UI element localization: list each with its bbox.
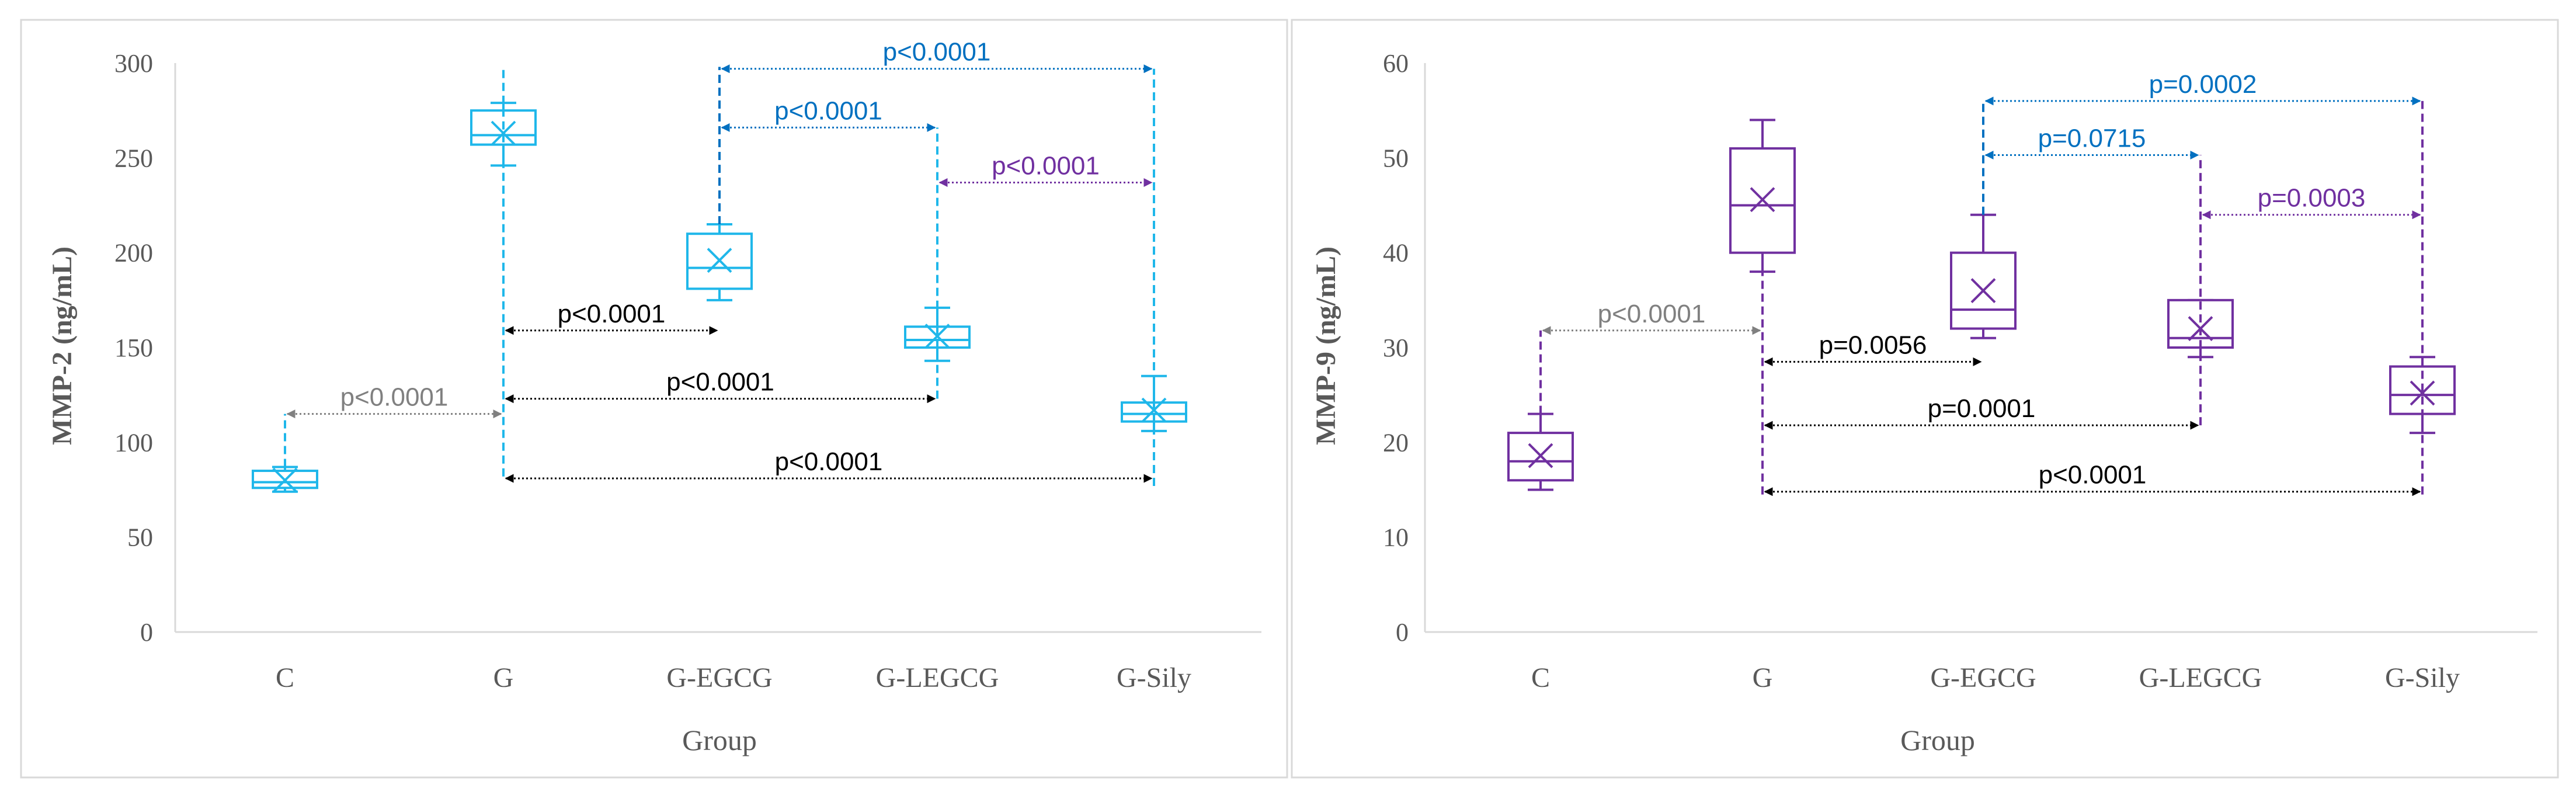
comparison-bracket: p<0.0001 [284, 383, 502, 467]
mmp9-chart-panel: MMP-9 (ng/mL) Group 0 10 20 30 40 50 60 C G G-EG… [1291, 19, 2559, 779]
p-value-label: p<0.0001 [775, 447, 883, 476]
comparison-bracket: p=0.0001 [1764, 394, 2199, 430]
p-value-label: p<0.0001 [666, 368, 774, 397]
category-label: G-EGCG [666, 662, 772, 693]
category-label: G [493, 662, 514, 693]
mean-marker [1141, 397, 1167, 423]
comparison-bracket: p<0.0001 [1764, 461, 2421, 496]
category-label: G-Sily [1117, 662, 1191, 693]
comparison-bracket: p<0.0001 [1539, 300, 1761, 414]
y-axis-title: MMP-9 (ng/mL) [1310, 246, 1341, 445]
y-tick-label: 40 [1383, 239, 1409, 268]
y-tick-labels: 0 10 20 30 40 50 60 [1383, 49, 1409, 647]
mean-marker [924, 324, 950, 349]
p-value-label: p<0.0001 [2039, 461, 2147, 489]
p-value-label: p<0.0001 [1598, 300, 1706, 328]
y-tick-label: 0 [1396, 618, 1409, 647]
mean-marker [1528, 443, 1553, 468]
y-tick-label: 30 [1383, 334, 1409, 362]
p-value-label: p=0.0001 [1928, 394, 2036, 423]
category-label: C [276, 662, 294, 693]
box-c [252, 466, 318, 493]
p-value-label: p<0.0001 [883, 38, 991, 67]
chart-border [1291, 19, 2559, 779]
mean-marker [272, 467, 298, 493]
comparison-bracket: p<0.0001 [502, 67, 718, 477]
category-label: G-LEGCG [876, 662, 999, 693]
p-value-label: p=0.0715 [2038, 124, 2146, 152]
comparison-bracket: p<0.0001 [505, 368, 936, 404]
comparison-bracket: p=0.0003 [2199, 155, 2421, 426]
category-labels: C G G-EGCG G-LEGCG G-Sily [276, 662, 1191, 693]
p-value-label: p=0.0002 [2149, 70, 2257, 99]
y-tick-label: 250 [114, 144, 153, 172]
y-tick-label: 0 [140, 618, 153, 647]
x-axis-title: Group [1900, 724, 1975, 756]
y-tick-label: 200 [114, 239, 153, 268]
comparison-bracket: p<0.0001 [505, 447, 1153, 483]
y-tick-label: 50 [127, 523, 153, 552]
category-label: G-LEGCG [2139, 662, 2262, 693]
category-label: C [1531, 662, 1550, 693]
gridlines [174, 63, 1261, 633]
p-value-label: p<0.0001 [558, 300, 666, 328]
p-value-label: p=0.0056 [1819, 331, 1927, 359]
box-c [1507, 412, 1574, 491]
mean-marker [1970, 278, 1996, 304]
y-tick-label: 300 [114, 49, 153, 78]
mean-marker [1750, 187, 1775, 213]
box-g-egcg [686, 223, 753, 301]
y-tick-label: 10 [1383, 523, 1409, 552]
y-tick-labels: 0 50 100 150 200 250 300 [114, 49, 153, 647]
x-axis-title: Group [682, 724, 757, 756]
comparison-bracket: p=0.0715 [1982, 100, 2199, 215]
comparison-bracket: p<0.0001 [721, 38, 1153, 74]
comparison-bracket: p<0.0001 [718, 67, 936, 224]
mean-marker [707, 248, 732, 273]
box-g-egcg [1950, 213, 2017, 339]
comparison-bracket: p=0.0056 [1761, 272, 1982, 495]
mean-marker [491, 120, 516, 146]
significance-brackets: p<0.0001 p=0.0056 p=0.0001 p<0.0001 p=0.0715… [1539, 70, 2424, 496]
comparison-bracket: p<0.0001 [936, 127, 1153, 399]
mean-marker [2410, 380, 2435, 406]
y-tick-label: 100 [114, 428, 153, 457]
y-tick-label: 50 [1383, 144, 1409, 172]
category-label: G [1753, 662, 1773, 693]
p-value-label: p=0.0003 [2258, 184, 2366, 213]
significance-brackets: p<0.0001p<0.0001p<0.0001p<0.0001p<0.0001… [284, 38, 1155, 487]
y-tick-label: 60 [1383, 49, 1409, 78]
y-tick-label: 150 [114, 334, 153, 362]
p-value-label: p<0.0001 [340, 383, 449, 412]
p-value-label: p<0.0001 [992, 152, 1100, 180]
p-value-label: p<0.0001 [774, 96, 882, 125]
category-label: G-Sily [2385, 662, 2460, 693]
category-labels: C G G-EGCG G-LEGCG G-Sily [1531, 662, 2460, 693]
box-g [1729, 119, 1796, 273]
y-axis-title: MMP-2 (ng/mL) [47, 246, 78, 445]
y-tick-label: 20 [1383, 428, 1409, 457]
mmp2-chart-panel: MMP-2 (ng/mL) Group 0 50 100 150 200 250 300 C… [20, 19, 1288, 779]
comparison-bracket: p=0.0002 [1984, 70, 2421, 106]
category-label: G-EGCG [1930, 662, 2036, 693]
